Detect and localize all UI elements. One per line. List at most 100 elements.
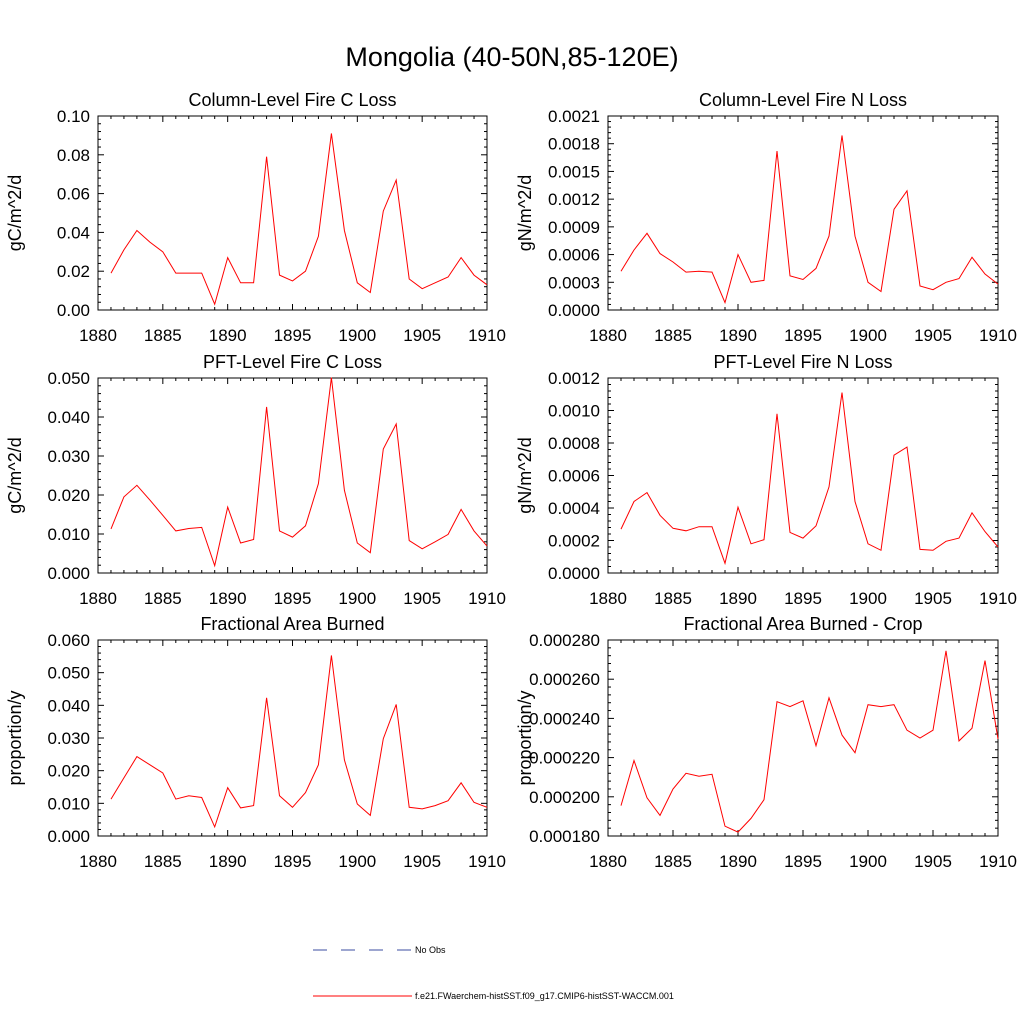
x-tick-label: 1910 <box>468 852 506 871</box>
legend: No Obs f.e21.FWaerchem-histSST.f09_g17.C… <box>313 945 674 1001</box>
y-tick-label: 0.040 <box>47 696 90 715</box>
y-axis-label: gC/m^2/d <box>5 437 25 513</box>
x-tick-label: 1900 <box>338 852 376 871</box>
y-tick-label: 0.000200 <box>529 788 600 807</box>
series-line <box>110 377 488 568</box>
figure-title: Mongolia (40-50N,85-120E) <box>345 42 678 72</box>
x-tick-label: 1905 <box>914 852 952 871</box>
y-tick-label: 0.10 <box>57 107 90 126</box>
x-tick-label: 1880 <box>589 326 627 345</box>
x-tick-label: 1900 <box>338 326 376 345</box>
y-axis-label: gN/m^2/d <box>515 437 535 513</box>
y-tick-label: 0.050 <box>47 664 90 683</box>
y-tick-label: 0.000260 <box>529 670 600 689</box>
plot-frame <box>607 115 999 311</box>
y-tick-label: 0.0008 <box>548 434 600 453</box>
x-tick-label: 1910 <box>979 852 1017 871</box>
x-tick-label: 1900 <box>849 852 887 871</box>
x-tick-label: 1890 <box>209 589 247 608</box>
y-tick-label: 0.0003 <box>548 273 600 292</box>
y-tick-label: 0.050 <box>47 369 90 388</box>
y-tick-label: 0.0021 <box>548 107 600 126</box>
panel-title: Column-Level Fire N Loss <box>699 90 907 110</box>
x-tick-label: 1895 <box>784 589 822 608</box>
y-tick-label: 0.040 <box>47 408 90 427</box>
panel-6: 1880 1885 1890 1895 1900 1905 1910 0.000180 0.00… <box>515 614 1017 871</box>
y-tick-label: 0.02 <box>57 262 90 281</box>
panel-title: Fractional Area Burned <box>200 614 384 634</box>
x-tick-label: 1905 <box>403 852 441 871</box>
y-axis-label: gC/m^2/d <box>5 175 25 251</box>
panel-title: PFT-Level Fire N Loss <box>713 352 892 372</box>
x-tick-label: 1880 <box>589 589 627 608</box>
y-axis-label: gN/m^2/d <box>515 175 535 251</box>
x-tick-label: 1890 <box>719 852 757 871</box>
y-tick-label: 0.020 <box>47 762 90 781</box>
y-tick-label: 0.000220 <box>529 749 600 768</box>
x-tick-label: 1885 <box>144 852 182 871</box>
x-tick-label: 1885 <box>654 852 692 871</box>
y-tick-label: 0.0012 <box>548 369 600 388</box>
y-tick-label: 0.000280 <box>529 631 600 650</box>
x-tick-label: 1900 <box>849 326 887 345</box>
y-tick-label: 0.010 <box>47 794 90 813</box>
x-tick-label: 1900 <box>338 589 376 608</box>
y-tick-label: 0.0012 <box>548 190 600 209</box>
y-tick-label: 0.00 <box>57 301 90 320</box>
y-tick-label: 0.06 <box>57 185 90 204</box>
x-tick-label: 1880 <box>79 589 117 608</box>
series-line <box>620 135 999 305</box>
y-tick-label: 0.010 <box>47 525 90 544</box>
plot-frame <box>97 377 488 574</box>
x-tick-label: 1895 <box>274 326 312 345</box>
panel-2: 1880 1885 1890 1895 1900 1905 1910 0.0000 0.0003… <box>515 90 1017 345</box>
x-tick-label: 1895 <box>784 852 822 871</box>
x-tick-label: 1900 <box>849 589 887 608</box>
y-tick-label: 0.0006 <box>548 467 600 486</box>
panel-title: PFT-Level Fire C Loss <box>203 352 382 372</box>
x-tick-label: 1910 <box>468 589 506 608</box>
panel-title: Column-Level Fire C Loss <box>188 90 396 110</box>
series-line <box>110 655 488 829</box>
y-tick-label: 0.0000 <box>548 301 600 320</box>
x-tick-label: 1905 <box>914 326 952 345</box>
panel-1: 1880 1885 1890 1895 1900 1905 1910 0.00 0.02 0.04… <box>5 90 506 345</box>
series-line <box>620 392 999 566</box>
plot-frame <box>607 377 999 574</box>
x-tick-label: 1885 <box>144 589 182 608</box>
y-tick-label: 0.0010 <box>548 402 600 421</box>
y-tick-label: 0.0002 <box>548 532 600 551</box>
y-tick-label: 0.030 <box>47 447 90 466</box>
y-tick-label: 0.0004 <box>548 499 600 518</box>
x-tick-label: 1890 <box>209 852 247 871</box>
x-tick-label: 1910 <box>979 589 1017 608</box>
x-tick-label: 1890 <box>719 326 757 345</box>
y-tick-label: 0.000240 <box>529 709 600 728</box>
x-tick-label: 1910 <box>979 326 1017 345</box>
x-tick-label: 1895 <box>784 326 822 345</box>
x-tick-label: 1880 <box>79 852 117 871</box>
panel-4: 1880 1885 1890 1895 1900 1905 1910 0.0000 0.0002… <box>515 352 1017 608</box>
y-tick-label: 0.0006 <box>548 246 600 265</box>
x-tick-label: 1880 <box>79 326 117 345</box>
x-tick-label: 1910 <box>468 326 506 345</box>
legend-label-model: f.e21.FWaerchem-histSST.f09_g17.CMIP6-hi… <box>415 991 674 1001</box>
y-axis-label: proportion/y <box>5 690 25 785</box>
x-tick-label: 1885 <box>144 326 182 345</box>
y-tick-label: 0.04 <box>57 223 90 242</box>
y-tick-label: 0.020 <box>47 486 90 505</box>
y-tick-label: 0.000 <box>47 827 90 846</box>
legend-label-no-obs: No Obs <box>415 945 446 955</box>
y-tick-label: 0.0018 <box>548 135 600 154</box>
x-tick-label: 1890 <box>209 326 247 345</box>
x-tick-label: 1890 <box>719 589 757 608</box>
x-tick-label: 1880 <box>589 852 627 871</box>
x-tick-label: 1895 <box>274 852 312 871</box>
y-tick-label: 0.0000 <box>548 564 600 583</box>
y-tick-label: 0.000 <box>47 564 90 583</box>
series-line <box>620 650 999 833</box>
panel-title: Fractional Area Burned - Crop <box>683 614 922 634</box>
x-tick-label: 1905 <box>914 589 952 608</box>
y-tick-label: 0.08 <box>57 146 90 165</box>
